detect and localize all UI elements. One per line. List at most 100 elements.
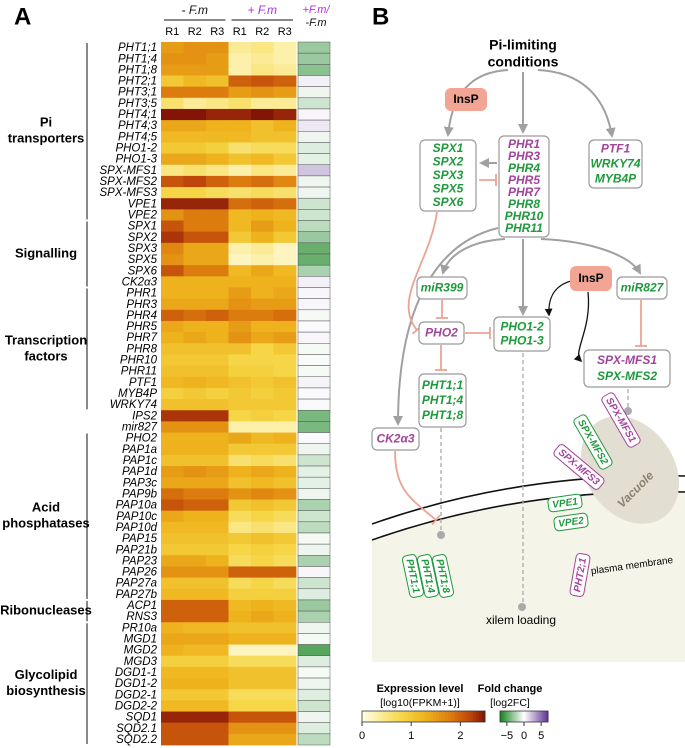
heat-cell: [228, 532, 252, 545]
heat-cell: [206, 700, 229, 712]
condition-label: - F.m: [182, 3, 208, 17]
heat-cell: [228, 320, 252, 333]
legend-swatch: [544, 711, 547, 722]
fold-change-cell: [297, 610, 331, 623]
node-label: MYB4P: [595, 172, 637, 186]
heat-cell: [273, 622, 297, 634]
heat-cell: [206, 231, 229, 244]
fold-change-cell: [297, 677, 331, 690]
heat-cell: [228, 108, 252, 121]
heat-cell: [251, 276, 274, 288]
node-label: PHO2: [425, 326, 458, 340]
heat-cell: [228, 733, 252, 746]
legend-swatch: [472, 711, 477, 722]
heat-cell: [273, 131, 297, 143]
heat-cell: [228, 477, 252, 489]
gene-label: PHR7: [126, 332, 157, 344]
arrow: [544, 280, 572, 317]
legend-swatch: [451, 711, 455, 722]
heat-cell: [206, 108, 229, 121]
heat-cell: [251, 231, 274, 244]
heat-cell: [183, 577, 207, 590]
node-box: [418, 373, 467, 428]
heat-cell: [251, 365, 274, 378]
legend-swatch: [528, 711, 531, 722]
heat-cell: [228, 365, 252, 378]
fold-change-cell: [297, 153, 331, 165]
heat-cell: [206, 376, 229, 389]
gene-label: PHR11: [121, 366, 157, 378]
panel-label: A: [14, 3, 31, 30]
heat-cell: [251, 198, 274, 210]
heat-cell: [251, 644, 274, 657]
gene-label: PHT4;5: [118, 131, 158, 143]
heat-cell: [206, 75, 229, 88]
legend-swatch: [420, 711, 424, 722]
fold-change-cell: [297, 666, 331, 679]
heat-cell: [206, 254, 229, 266]
heat-cell: [183, 432, 207, 445]
heat-cell: [273, 611, 297, 623]
heat-cell: [206, 131, 229, 143]
heat-cell: [273, 599, 297, 612]
heat-cell: [228, 332, 252, 344]
gene-label: PHT3;1: [118, 87, 157, 99]
heat-cell: [228, 42, 252, 54]
node-box: [371, 427, 420, 451]
heat-cell: [228, 97, 252, 110]
heat-cell: [206, 309, 229, 322]
heat-cell: [273, 555, 297, 567]
gene-label: PAP10c: [116, 511, 157, 523]
legend-swatch: [522, 711, 525, 722]
fold-change-cell: [297, 320, 331, 333]
node-box: [419, 139, 477, 212]
node-box: [416, 276, 468, 300]
heat-cell: [183, 376, 207, 389]
fold-change-cell: [297, 220, 331, 232]
fold-change-cell: [297, 622, 331, 634]
heat-cell: [183, 242, 207, 255]
legend-swatch: [405, 711, 409, 722]
heat-cell: [206, 242, 229, 255]
fold-change-header: -F.m: [305, 17, 326, 29]
heat-cell: [251, 97, 274, 110]
heat-cell: [228, 86, 252, 99]
node-label: SPX-MFS1: [597, 353, 657, 367]
legend-swatch: [389, 711, 394, 722]
group-label: factors: [24, 348, 67, 363]
fold-change-cell: [297, 209, 331, 221]
heat-cell: [183, 332, 207, 344]
legend-swatch: [380, 711, 385, 722]
gene-label: PAP27b: [116, 589, 158, 601]
node-label: PHR11: [505, 221, 543, 235]
group-label: transporters: [8, 131, 85, 146]
condition-label: + F.m: [248, 3, 277, 17]
heat-cell: [273, 254, 297, 266]
legend-swatch: [543, 711, 545, 722]
legend-swatch: [532, 711, 535, 722]
legend-swatch: [377, 711, 381, 722]
heat-cell: [161, 309, 184, 322]
fold-change-cell: [297, 164, 331, 177]
heat-cell: [228, 689, 252, 701]
heat-cell: [183, 611, 207, 623]
heat-cell: [251, 209, 274, 221]
heat-cell: [273, 722, 297, 735]
node-box: [418, 321, 465, 345]
node-label: SPX5: [433, 182, 464, 196]
legend-swatch: [411, 711, 415, 722]
heat-cell: [183, 532, 207, 545]
heat-cell: [228, 443, 252, 456]
fold-change-cell: [297, 566, 331, 578]
gene-label: PHO1-2: [115, 143, 157, 155]
node-label: PHR4: [508, 161, 540, 175]
heat-cell: [183, 108, 207, 121]
gene-label: PHR4: [126, 310, 157, 322]
heat-cell: [206, 64, 229, 76]
heat-cell: [161, 365, 184, 378]
node-label: PHR3: [508, 149, 540, 163]
heat-cell: [251, 175, 274, 188]
gene-label: PHT1;1: [118, 42, 157, 54]
heat-cell: [251, 298, 274, 311]
